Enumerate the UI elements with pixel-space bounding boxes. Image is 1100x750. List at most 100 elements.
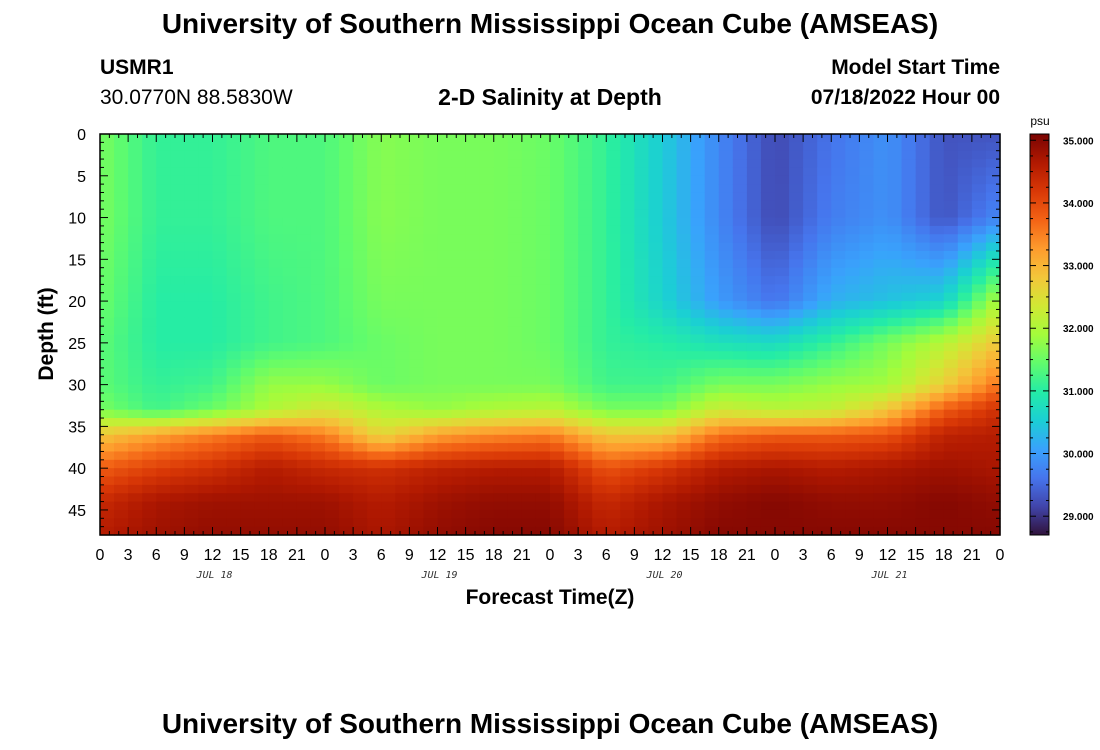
heatmap-cell — [775, 209, 790, 219]
heatmap-cell — [521, 159, 537, 169]
heatmap-cell — [507, 175, 523, 185]
heatmap-cell — [690, 334, 706, 344]
heatmap-cell — [676, 484, 692, 494]
heatmap-cell — [746, 493, 762, 503]
heatmap-cell — [142, 418, 157, 427]
heatmap-cell — [831, 301, 846, 311]
heatmap-cell — [831, 259, 846, 269]
heatmap-cell — [915, 518, 931, 528]
heatmap-cell — [254, 376, 270, 386]
heatmap-cell — [325, 192, 340, 202]
heatmap-cell — [901, 284, 917, 294]
heatmap-cell — [310, 250, 326, 260]
heatmap-cell — [831, 401, 846, 411]
heatmap-cell — [662, 309, 678, 319]
heatmap-cell — [296, 367, 312, 377]
heatmap-cell — [100, 501, 115, 511]
heatmap-cell — [367, 167, 382, 177]
heatmap-cell — [915, 184, 931, 194]
heatmap-cell — [535, 468, 551, 478]
heatmap-cell — [254, 209, 270, 219]
heatmap-cell — [437, 376, 453, 386]
heatmap-cell — [831, 526, 846, 536]
heatmap-cell — [873, 301, 889, 311]
heatmap-cell — [578, 434, 593, 444]
heatmap-cell — [845, 526, 860, 536]
heatmap-cell — [170, 509, 185, 519]
heatmap-cell — [367, 192, 382, 202]
heatmap-cell — [873, 267, 889, 277]
heatmap-cell — [521, 409, 537, 419]
heatmap-cell — [831, 167, 846, 177]
heatmap-cell — [507, 351, 523, 361]
heatmap-cell — [128, 317, 143, 327]
heatmap-cell — [198, 376, 214, 386]
heatmap-cell — [915, 367, 931, 377]
heatmap-cell — [226, 518, 242, 528]
heatmap-cell — [859, 267, 875, 277]
heatmap-cell — [479, 209, 495, 219]
heatmap-cell — [704, 284, 720, 294]
heatmap-cell — [817, 359, 832, 369]
heatmap-cell — [929, 250, 945, 260]
heatmap-cell — [423, 200, 439, 210]
heatmap-cell — [142, 301, 157, 311]
heatmap-cell — [240, 384, 256, 394]
heatmap-cell — [564, 175, 579, 185]
heatmap-cell — [887, 351, 903, 361]
heatmap-cell — [437, 284, 453, 294]
heatmap-cell — [240, 167, 256, 177]
heatmap-cell — [957, 142, 973, 152]
heatmap-cell — [943, 459, 959, 469]
heatmap-cell — [592, 426, 607, 436]
heatmap-cell — [100, 217, 115, 227]
heatmap-cell — [395, 501, 410, 511]
heatmap-cell — [606, 409, 621, 419]
heatmap-cell — [142, 392, 157, 402]
heatmap-cell — [760, 167, 776, 177]
heatmap-cell — [606, 526, 621, 536]
heatmap-cell — [310, 518, 326, 528]
heatmap-cell — [296, 309, 312, 319]
heatmap-cell — [803, 451, 818, 461]
heatmap-cell — [212, 509, 228, 519]
heatmap-cell — [493, 142, 509, 152]
x-axis: 0 3 6 9 12 15 18 21 0 3 6 9 12 15 18 21 0 3 6 9 12 15 18 21 0 3 6 9… — [96, 134, 1005, 564]
heatmap-cell — [507, 376, 523, 386]
heatmap-cell — [929, 526, 945, 536]
heatmap-cell — [929, 184, 945, 194]
heatmap-cell — [325, 351, 340, 361]
heatmap-cell — [620, 225, 635, 235]
heatmap-cell — [775, 359, 790, 369]
heatmap-cell — [550, 418, 565, 427]
heatmap-cell — [212, 476, 228, 486]
heatmap-cell — [803, 484, 818, 494]
heatmap-cell — [240, 526, 256, 536]
heatmap-cell — [423, 384, 439, 394]
heatmap-cell — [676, 309, 692, 319]
heatmap-cell — [142, 509, 157, 519]
heatmap-cell — [620, 209, 635, 219]
heatmap-cell — [451, 267, 467, 277]
heatmap-cell — [957, 242, 973, 252]
heatmap-cell — [985, 159, 1001, 169]
heatmap-cell — [606, 443, 621, 453]
heatmap-cell — [212, 292, 228, 302]
heatmap-cells — [100, 134, 1001, 536]
heatmap-cell — [831, 418, 846, 427]
heatmap-cell — [240, 276, 256, 285]
heatmap-cell — [268, 159, 284, 169]
heatmap-cell — [803, 167, 818, 177]
heatmap-cell — [493, 217, 509, 227]
heatmap-cell — [789, 484, 804, 494]
heatmap-cell — [451, 434, 467, 444]
heatmap-cell — [381, 309, 396, 319]
heatmap-cell — [606, 518, 621, 528]
heatmap-cell — [282, 167, 298, 177]
heatmap-cell — [367, 376, 382, 386]
heatmap-cell — [845, 284, 860, 294]
heatmap-cell — [606, 476, 621, 486]
heatmap-cell — [620, 267, 635, 277]
heatmap-cell — [634, 276, 650, 285]
heatmap-cell — [128, 426, 143, 436]
